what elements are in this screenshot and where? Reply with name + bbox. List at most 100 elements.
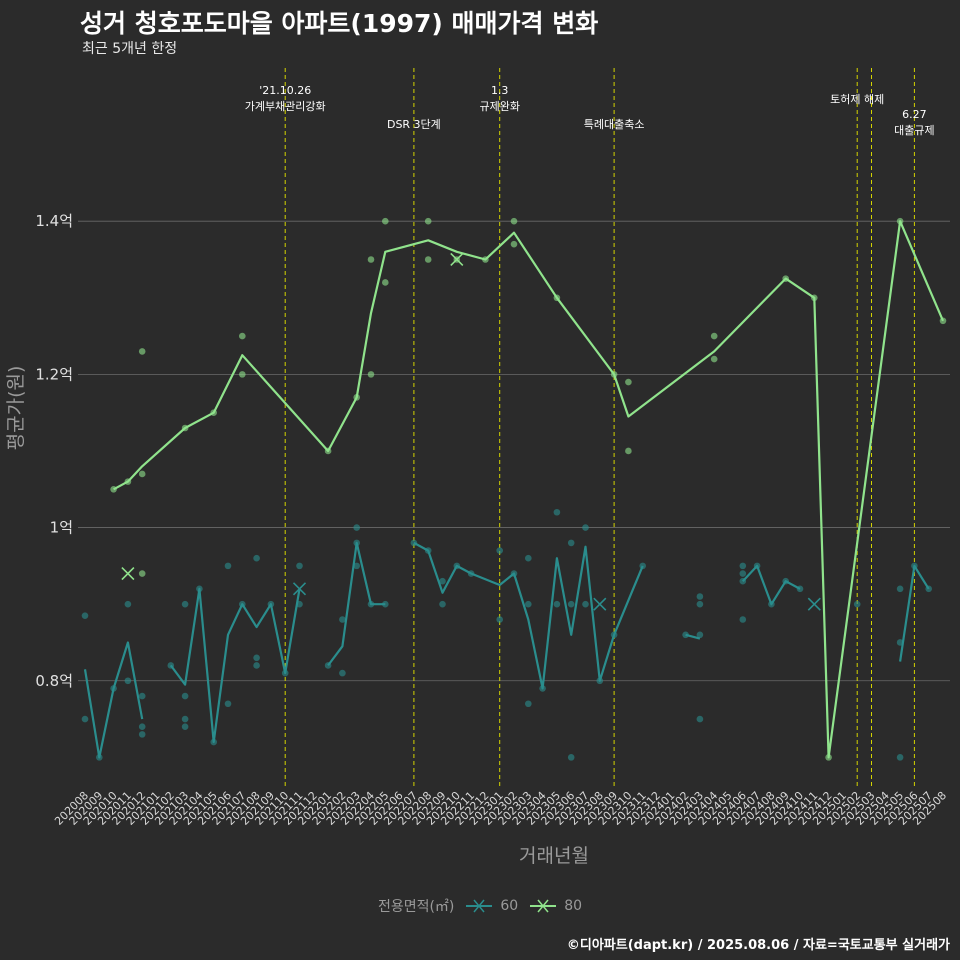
series-60-point (410, 539, 418, 547)
legend-label-80: 80 (564, 898, 583, 914)
series-60-point (110, 685, 117, 692)
legend-key-60-icon (466, 899, 493, 913)
event-label: 대출규제 (894, 124, 934, 137)
series-60-point (138, 731, 146, 738)
series-60-point (382, 600, 389, 608)
series-60-point (596, 677, 604, 685)
y-tick-label: 0.8억 (35, 672, 73, 690)
series-60-point (582, 524, 589, 531)
series-60-line (169, 587, 301, 744)
series-80-point (110, 485, 117, 493)
series-60-point (339, 616, 346, 623)
series-80-point (367, 256, 375, 263)
series-60-cross-marker (292, 582, 307, 596)
series-80-point (138, 570, 146, 577)
event-label: DSR 3단계 (387, 118, 441, 131)
series-80-point (181, 424, 189, 432)
series-80-point (610, 371, 618, 378)
series-60-point (739, 570, 747, 577)
series-60-line (741, 564, 801, 606)
series-60-point (739, 616, 747, 623)
series-60-point (925, 585, 932, 593)
series-60-point (253, 554, 260, 562)
series-60-point (539, 685, 546, 692)
series-layer (81, 217, 947, 761)
series-80-point (939, 317, 947, 325)
series-60-point (181, 715, 189, 723)
series-60-point (296, 600, 303, 608)
legend-key-80-icon (530, 899, 557, 913)
series-80-point (239, 371, 246, 378)
event-label: 규제완화 (479, 100, 519, 113)
series-60-point (525, 554, 532, 562)
series-60-point (496, 547, 504, 554)
series-60-point (253, 662, 260, 669)
series-60-line (413, 541, 644, 690)
series-80-point (382, 279, 389, 286)
axis-layer: 0.8억1억1.2억1.4억20200820200920201020201120… (5, 212, 949, 867)
series-60-point (367, 600, 375, 608)
series-60-cross-marker (593, 597, 607, 611)
series-60-point (296, 562, 303, 570)
series-60-point (553, 600, 561, 608)
series-60-point (167, 662, 175, 669)
event-label: '21.10.26 (259, 84, 311, 97)
series-60-point (696, 631, 704, 639)
series-80-point (510, 217, 518, 225)
series-60-point (324, 662, 332, 669)
series-80-point (625, 378, 632, 386)
series-80-cross-marker (450, 252, 464, 267)
series-60-point (224, 700, 232, 708)
series-60-point (96, 754, 103, 761)
series-80-point (896, 217, 904, 225)
series-80-point (782, 275, 789, 282)
legend-item-60: 60 (464, 898, 518, 914)
series-60-point (424, 547, 432, 554)
series-60-point (525, 600, 532, 608)
series-60-point (553, 508, 561, 516)
series-60-point (267, 600, 275, 608)
x-axis-title: 거래년월 (519, 845, 589, 867)
series-60-point (896, 754, 904, 761)
series-60-point (81, 612, 89, 619)
y-tick-label: 1.4억 (35, 212, 73, 230)
series-60-point (696, 715, 704, 723)
series-60-cross-marker (807, 597, 821, 611)
series-80-point (138, 348, 146, 355)
series-60-point (353, 562, 361, 570)
series-60-point (567, 600, 575, 608)
series-60-point (138, 692, 146, 700)
y-tick-label: 1.2억 (35, 365, 73, 383)
series-60-point (753, 562, 761, 570)
footer-credit: ©디아파트(dapt.kr) / 2025.08.06 / 자료=국토교통부 실… (566, 938, 950, 953)
series-60-point (124, 600, 132, 608)
series-80-line (113, 220, 945, 759)
series-60-point (768, 600, 775, 608)
series-80-point (138, 470, 146, 478)
series-60-point (181, 723, 189, 731)
series-80-point (324, 447, 332, 455)
series-80-cross-marker (121, 566, 135, 581)
y-tick-label: 1억 (50, 519, 73, 537)
event-label: 6.27 (902, 108, 927, 121)
series-60-point (439, 600, 446, 608)
series-60-point (639, 562, 646, 570)
series-60-point (353, 524, 361, 531)
chart-title: 성거 청호포도마을 아파트(1997) 매매가격 변화 (80, 9, 599, 38)
series-80-point (510, 240, 518, 248)
event-label: 토허제 해제 (830, 92, 884, 106)
series-80-point (553, 294, 561, 302)
series-60-point (896, 585, 904, 593)
series-80-point (482, 256, 489, 263)
series-60-point (439, 577, 446, 585)
series-60-point (239, 600, 246, 608)
series-60-point (525, 700, 532, 708)
series-60-point (567, 754, 575, 761)
series-60-point (782, 577, 789, 585)
series-80-point (811, 294, 818, 302)
series-80-point (367, 371, 375, 378)
series-60-point (567, 539, 575, 547)
series-80-point (239, 332, 246, 340)
